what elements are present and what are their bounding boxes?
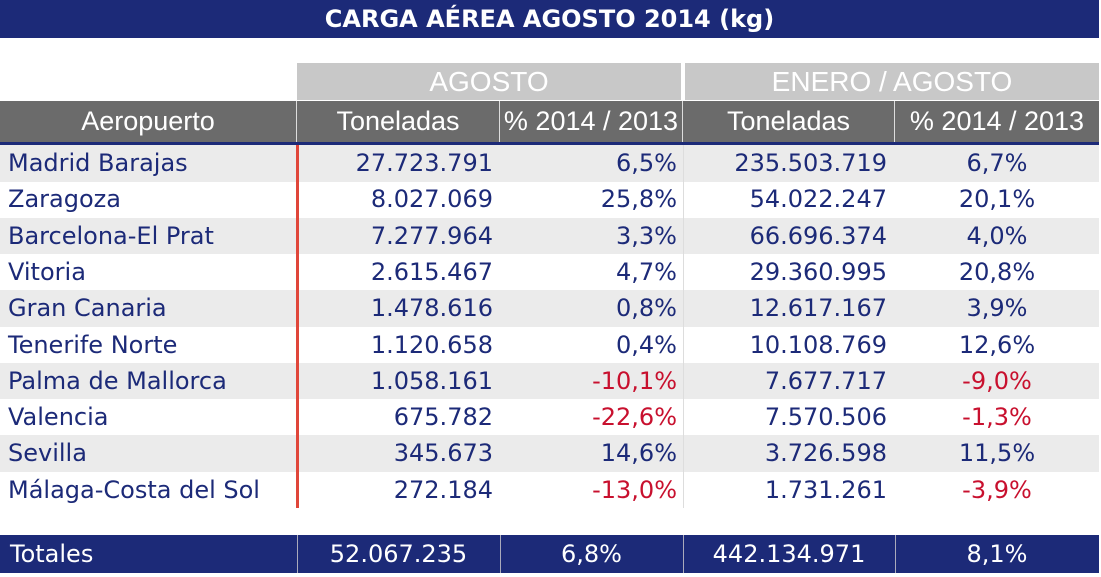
cell-toneladas-acumulado: 7.570.506	[764, 403, 887, 432]
header-pct-agosto: % 2014 / 2013	[500, 101, 683, 142]
table-row: Sevilla 345.673 14,6% 3.726.598 11,5%	[0, 435, 1099, 472]
cell-pct-agosto: 4,7%	[616, 257, 677, 286]
table-row: Málaga-Costa del Sol 272.184 -13,0% 1.731.2…	[0, 472, 1099, 509]
cell-toneladas-acumulado: 29.360.995	[749, 257, 887, 286]
cell-toneladas-agosto: 7.277.964	[370, 221, 493, 250]
cell-toneladas-agosto: 1.120.658	[370, 330, 493, 359]
cell-pct-acumulado: 4,0%	[966, 221, 1028, 250]
cell-toneladas-acumulado: 235.503.719	[734, 149, 887, 177]
cell-aeropuerto: Palma de Mallorca	[8, 366, 227, 395]
cell-toneladas-agosto: 1.478.616	[370, 294, 493, 323]
header-divider	[0, 142, 1099, 145]
cell-toneladas-agosto: 1.058.161	[370, 366, 493, 395]
cell-aeropuerto: Málaga-Costa del Sol	[8, 475, 260, 504]
cell-pct-acumulado: 20,1%	[958, 185, 1036, 214]
cell-toneladas-agosto: 27.723.791	[355, 149, 493, 177]
cell-aeropuerto: Madrid Barajas	[8, 149, 188, 177]
cell-aeropuerto: Barcelona-El Prat	[8, 221, 214, 250]
cell-pct-acumulado: 11,5%	[958, 439, 1036, 468]
header-aeropuerto: Aeropuerto	[0, 101, 297, 142]
cell-pct-agosto: -10,1%	[592, 366, 677, 395]
cell-aeropuerto: Valencia	[8, 403, 109, 432]
cell-toneladas-agosto: 272.184	[393, 475, 493, 504]
cell-pct-agosto: 25,8%	[600, 185, 677, 214]
cell-toneladas-agosto: 2.615.467	[370, 257, 493, 286]
table-row: Vitoria 2.615.467 4,7% 29.360.995 20,8%	[0, 254, 1099, 291]
cell-pct-acumulado: 3,9%	[966, 294, 1028, 323]
cell-toneladas-acumulado: 10.108.769	[749, 330, 887, 359]
totals-pct-acumulado: 8,1%	[966, 540, 1028, 568]
cell-pct-acumulado: -3,9%	[962, 475, 1032, 504]
cell-pct-acumulado: 12,6%	[958, 330, 1036, 359]
column-divider	[683, 145, 684, 508]
totals-pct-agosto: 6,8%	[561, 540, 622, 568]
cell-toneladas-acumulado: 3.726.598	[764, 439, 887, 468]
cell-pct-agosto: 14,6%	[600, 439, 677, 468]
table-row: Gran Canaria 1.478.616 0,8% 12.617.167 3,9%	[0, 290, 1099, 327]
header-toneladas-agosto: Toneladas	[297, 101, 500, 142]
cell-toneladas-acumulado: 1.731.261	[764, 475, 887, 504]
cell-toneladas-agosto: 8.027.069	[370, 185, 493, 214]
table-row: Tenerife Norte 1.120.658 0,4% 10.108.769 12,…	[0, 327, 1099, 364]
cell-toneladas-agosto: 345.673	[393, 439, 493, 468]
cell-toneladas-acumulado: 54.022.247	[749, 185, 887, 214]
totals-label: Totales	[10, 540, 94, 568]
cell-pct-agosto: -13,0%	[592, 475, 677, 504]
group-header-enero-agosto: ENERO / AGOSTO	[685, 63, 1099, 100]
totals-row: Totales 52.067.235 6,8% 442.134.971 8,1%	[0, 535, 1099, 573]
table-row: Valencia 675.782 -22,6% 7.570.506 -1,3%	[0, 399, 1099, 436]
table-row: Barcelona-El Prat 7.277.964 3,3% 66.696.374…	[0, 217, 1099, 255]
cell-toneladas-agosto: 675.782	[393, 403, 493, 432]
cell-aeropuerto: Tenerife Norte	[8, 330, 178, 359]
cell-pct-acumulado: -9,0%	[962, 366, 1032, 395]
cell-pct-agosto: 0,4%	[616, 330, 677, 359]
table-row: Madrid Barajas 27.723.791 6,5% 235.503.719 6…	[0, 145, 1099, 182]
cell-toneladas-acumulado: 12.617.167	[749, 294, 887, 323]
cell-aeropuerto: Gran Canaria	[8, 294, 167, 323]
header-pct-acumulado: % 2014 / 2013	[895, 101, 1099, 142]
table-row: Zaragoza 8.027.069 25,8% 54.022.247 20,1%	[0, 181, 1099, 218]
red-column-divider	[296, 145, 299, 508]
table-title: CARGA AÉREA AGOSTO 2014 (kg)	[0, 0, 1099, 38]
cell-pct-acumulado: 20,8%	[958, 257, 1036, 286]
table-row: Palma de Mallorca 1.058.161 -10,1% 7.677.71…	[0, 362, 1099, 400]
totals-toneladas-acumulado: 442.134.971	[712, 540, 866, 568]
cell-toneladas-acumulado: 66.696.374	[749, 221, 887, 250]
cell-aeropuerto: Zaragoza	[8, 185, 121, 214]
cell-aeropuerto: Sevilla	[8, 439, 87, 468]
cell-pct-agosto: 0,8%	[616, 294, 677, 323]
cell-pct-acumulado: -1,3%	[962, 403, 1032, 432]
cell-aeropuerto: Vitoria	[8, 257, 86, 286]
totals-toneladas-agosto: 52.067.235	[329, 540, 468, 568]
cell-pct-agosto: 6,5%	[616, 149, 677, 177]
header-toneladas-acumulado: Toneladas	[683, 101, 895, 142]
cell-toneladas-acumulado: 7.677.717	[764, 366, 887, 395]
cell-pct-acumulado: 6,7%	[966, 149, 1028, 177]
cell-pct-agosto: 3,3%	[616, 221, 677, 250]
cell-pct-agosto: -22,6%	[592, 403, 677, 432]
group-header-agosto: AGOSTO	[297, 63, 681, 100]
